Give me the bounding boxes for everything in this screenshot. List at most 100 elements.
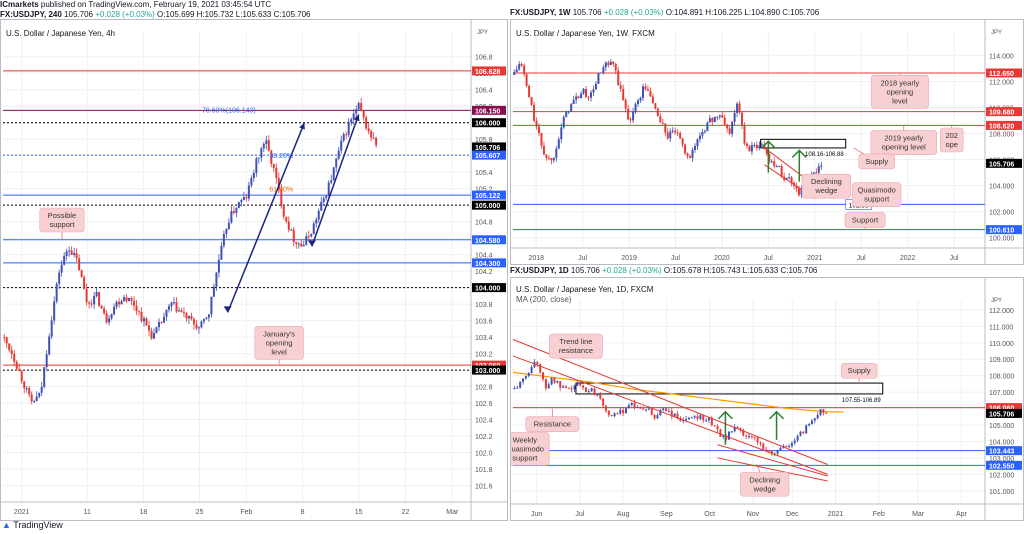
candle-body bbox=[646, 89, 649, 91]
y-tick-label: 102.8 bbox=[475, 385, 493, 392]
chart-svg-daily[interactable]: 101.000102.000103.000104.000105.000106.0… bbox=[511, 278, 1023, 520]
candle-body bbox=[30, 394, 33, 402]
callout-text: level bbox=[271, 347, 287, 356]
candle-body bbox=[693, 146, 696, 150]
candle-body bbox=[604, 62, 607, 68]
candle-body bbox=[649, 90, 652, 97]
candle-body bbox=[260, 148, 263, 158]
price-change: +0.028 (+0.03%) bbox=[95, 10, 155, 19]
candle-body bbox=[679, 132, 682, 139]
candle-body bbox=[669, 131, 672, 139]
candle-body bbox=[753, 436, 756, 438]
candle-body bbox=[533, 361, 536, 368]
candle-body bbox=[550, 158, 553, 161]
candle-body bbox=[819, 409, 822, 416]
candle-body bbox=[702, 414, 705, 421]
candle-body bbox=[100, 305, 103, 309]
candle-body bbox=[748, 436, 750, 438]
candle-body bbox=[217, 259, 220, 273]
price-tag-label: 102.550 bbox=[989, 463, 1014, 470]
candle-body bbox=[653, 414, 656, 419]
price-tag bbox=[472, 258, 506, 268]
candle-body bbox=[370, 131, 373, 138]
candle-body bbox=[340, 140, 343, 151]
candle-body bbox=[650, 408, 653, 415]
candle-body bbox=[599, 394, 602, 399]
chart-pane-weekly[interactable]: U.S. Dollar / Japanese Yen, 1W, FXCM 100… bbox=[510, 19, 1024, 265]
candle-body bbox=[148, 325, 151, 331]
callout-text: Supply bbox=[848, 366, 871, 375]
candle-body bbox=[537, 126, 540, 134]
candle-body bbox=[686, 153, 689, 157]
candle-body bbox=[651, 96, 654, 104]
x-tick-label: 2022 bbox=[900, 255, 916, 262]
candle-body bbox=[722, 435, 725, 437]
price-tag-label: 109.680 bbox=[989, 110, 1014, 117]
y-tick-label: 103.4 bbox=[475, 335, 493, 342]
candle-body bbox=[43, 367, 46, 387]
daily-header: FX:USDJPY, 1D 105.706 +0.028 (+0.03%) O:… bbox=[510, 266, 817, 276]
candle-body bbox=[755, 144, 758, 149]
x-tick-label: Feb bbox=[240, 509, 252, 516]
indicator-label: MA (200, close) bbox=[516, 295, 572, 304]
callout-text: Declining bbox=[811, 177, 842, 186]
x-tick-label: Sep bbox=[660, 511, 673, 518]
price-tag bbox=[472, 235, 506, 245]
price-tag-label: 105.706 bbox=[989, 411, 1014, 418]
y-tick-label: 102.4 bbox=[475, 418, 493, 425]
candle-body bbox=[673, 413, 676, 417]
candle-body bbox=[812, 172, 815, 176]
candle-body bbox=[55, 283, 58, 302]
candle-body bbox=[634, 103, 637, 113]
trend-line bbox=[512, 339, 828, 465]
candle-body bbox=[80, 270, 83, 278]
candle-body bbox=[73, 253, 76, 255]
callout-text: Quasimodo bbox=[857, 186, 895, 195]
candle-body bbox=[90, 303, 93, 305]
candle-body bbox=[332, 167, 335, 181]
pane-title: U.S. Dollar / Japanese Yen, 1D, FXCM bbox=[516, 285, 654, 294]
candle-body bbox=[596, 394, 599, 396]
weekly-ohlc: O:104.891 H:106.225 L:104.890 C:105.706 bbox=[665, 8, 820, 17]
supply-zone-label: 107.55-106.89 bbox=[842, 398, 881, 404]
candle-body bbox=[741, 112, 744, 126]
candle-body bbox=[140, 311, 143, 322]
candle-body bbox=[33, 401, 36, 403]
y-tick-label: 110.000 bbox=[989, 341, 1014, 348]
x-tick-label: Jul bbox=[857, 255, 866, 262]
candle-body bbox=[706, 122, 709, 132]
candle-body bbox=[545, 154, 548, 158]
candle-body bbox=[822, 409, 825, 413]
candle-body bbox=[180, 310, 183, 313]
y-tick-label: 104.000 bbox=[989, 184, 1014, 191]
candle-body bbox=[155, 327, 158, 333]
candle-body bbox=[542, 372, 545, 380]
y-tick-label: 105.2 bbox=[475, 187, 493, 194]
projection-arrow-tail bbox=[307, 240, 316, 247]
tradingview-logo[interactable]: ▲ TradingView bbox=[2, 520, 63, 530]
candle-body bbox=[513, 72, 516, 75]
candle-body bbox=[589, 92, 592, 98]
candle-body bbox=[599, 72, 602, 74]
candle-body bbox=[170, 302, 173, 307]
candle-body bbox=[518, 63, 521, 70]
candle-body bbox=[642, 408, 645, 410]
candle-body bbox=[799, 431, 802, 436]
chart-pane-4h[interactable]: U.S. Dollar / Japanese Yen, 4h 101.6 101.… bbox=[0, 19, 508, 521]
candle-body bbox=[317, 210, 320, 220]
candle-body bbox=[727, 431, 730, 440]
candle-body bbox=[68, 250, 71, 252]
candle-body bbox=[585, 88, 588, 98]
candle-body bbox=[237, 202, 240, 208]
candle-body bbox=[679, 418, 682, 422]
weekly-price: 105.706 bbox=[572, 8, 602, 17]
candle-body bbox=[160, 322, 163, 324]
chart-svg-4h[interactable]: 101.6 101.8 102.0 102.2 102.4 102.6 102.8 103.0… bbox=[1, 20, 507, 520]
y-tick-label: 103.000 bbox=[989, 456, 1014, 463]
chart-pane-daily[interactable]: U.S. Dollar / Japanese Yen, 1D, FXCM MA … bbox=[510, 277, 1024, 521]
candle-body bbox=[565, 111, 568, 118]
candle-body bbox=[13, 354, 16, 362]
candle-body bbox=[539, 364, 542, 373]
candle-body bbox=[275, 167, 278, 178]
chart-svg-weekly[interactable]: 100.000102.000104.000106.000108.000110.0… bbox=[511, 20, 1023, 264]
